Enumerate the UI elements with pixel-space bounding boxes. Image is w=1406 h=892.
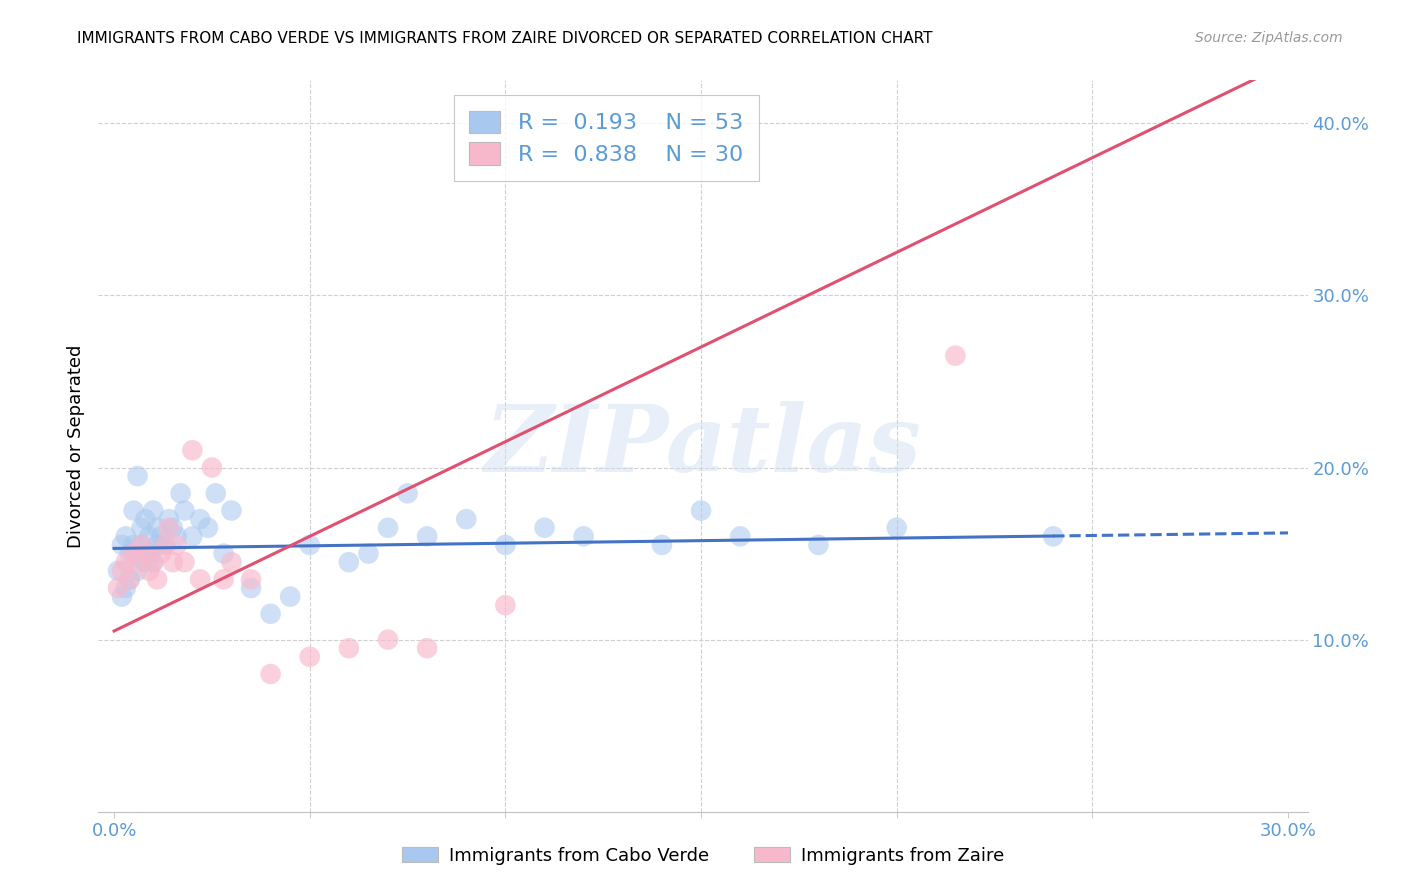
Point	[111, 538, 134, 552]
Point	[396, 486, 419, 500]
Point	[118, 573, 141, 587]
Point	[146, 538, 169, 552]
Point	[111, 564, 134, 578]
Point	[494, 538, 516, 552]
Point	[169, 486, 191, 500]
Legend: R =  0.193    N = 53, R =  0.838    N = 30: R = 0.193 N = 53, R = 0.838 N = 30	[454, 95, 759, 181]
Point	[150, 547, 173, 561]
Point	[298, 538, 321, 552]
Point	[188, 512, 211, 526]
Point	[377, 632, 399, 647]
Point	[122, 538, 145, 552]
Point	[146, 573, 169, 587]
Point	[114, 581, 136, 595]
Point	[131, 538, 153, 552]
Point	[298, 649, 321, 664]
Point	[204, 486, 226, 500]
Point	[138, 529, 160, 543]
Point	[377, 521, 399, 535]
Point	[259, 667, 281, 681]
Point	[111, 590, 134, 604]
Point	[181, 443, 204, 458]
Point	[166, 529, 188, 543]
Point	[153, 538, 176, 552]
Point	[690, 503, 713, 517]
Point	[138, 564, 160, 578]
Point	[138, 547, 160, 561]
Point	[337, 555, 360, 569]
Point	[173, 555, 195, 569]
Point	[221, 555, 243, 569]
Point	[118, 573, 141, 587]
Point	[122, 547, 145, 561]
Point	[134, 555, 156, 569]
Text: Source: ZipAtlas.com: Source: ZipAtlas.com	[1195, 31, 1343, 45]
Point	[240, 581, 263, 595]
Point	[162, 555, 184, 569]
Point	[240, 573, 263, 587]
Point	[114, 529, 136, 543]
Point	[201, 460, 224, 475]
Point	[173, 503, 195, 517]
Text: IMMIGRANTS FROM CABO VERDE VS IMMIGRANTS FROM ZAIRE DIVORCED OR SEPARATED CORREL: IMMIGRANTS FROM CABO VERDE VS IMMIGRANTS…	[77, 31, 932, 46]
Point	[142, 503, 165, 517]
Point	[122, 503, 145, 517]
Point	[150, 529, 173, 543]
Point	[494, 598, 516, 612]
Point	[157, 521, 180, 535]
Point	[142, 555, 165, 569]
Point	[416, 529, 439, 543]
Point	[212, 573, 235, 587]
Point	[181, 529, 204, 543]
Point	[221, 503, 243, 517]
Point	[134, 547, 156, 561]
Point	[807, 538, 830, 552]
Point	[278, 590, 301, 604]
Point	[142, 555, 165, 569]
Point	[197, 521, 219, 535]
Point	[166, 538, 188, 552]
Point	[886, 521, 908, 535]
Point	[945, 349, 967, 363]
Point	[337, 641, 360, 656]
Point	[572, 529, 595, 543]
Point	[131, 538, 153, 552]
Point	[114, 555, 136, 569]
Point	[162, 521, 184, 535]
Point	[107, 581, 129, 595]
Legend: Immigrants from Cabo Verde, Immigrants from Zaire: Immigrants from Cabo Verde, Immigrants f…	[395, 840, 1011, 872]
Point	[153, 538, 176, 552]
Point	[131, 521, 153, 535]
Point	[1042, 529, 1064, 543]
Text: ZIPatlas: ZIPatlas	[485, 401, 921, 491]
Point	[212, 547, 235, 561]
Point	[416, 641, 439, 656]
Point	[456, 512, 478, 526]
Point	[188, 573, 211, 587]
Point	[127, 564, 149, 578]
Point	[146, 521, 169, 535]
Point	[127, 469, 149, 483]
Point	[259, 607, 281, 621]
Point	[357, 547, 380, 561]
Point	[728, 529, 751, 543]
Point	[127, 555, 149, 569]
Y-axis label: Divorced or Separated: Divorced or Separated	[66, 344, 84, 548]
Point	[651, 538, 673, 552]
Point	[134, 512, 156, 526]
Point	[118, 547, 141, 561]
Point	[157, 512, 180, 526]
Point	[107, 564, 129, 578]
Point	[533, 521, 555, 535]
